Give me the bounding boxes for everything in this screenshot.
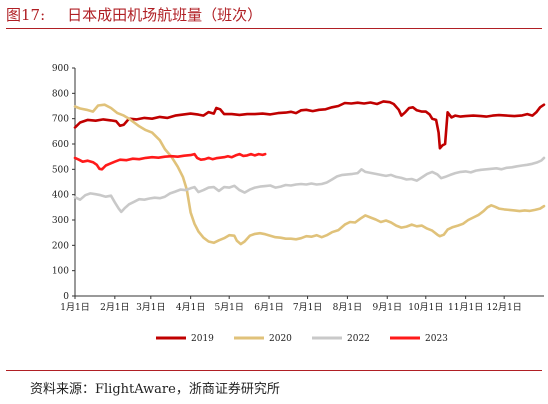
x-tick-label: 8月1日 bbox=[333, 302, 362, 313]
series-layer bbox=[73, 100, 546, 246]
series-line-2019 bbox=[73, 100, 546, 150]
y-tick-label: 100 bbox=[52, 267, 69, 277]
legend-label-2023: 2023 bbox=[425, 334, 448, 344]
series-line-2023 bbox=[73, 152, 267, 171]
x-tick-label: 9月1日 bbox=[373, 302, 402, 313]
x-tick-label: 7月1日 bbox=[293, 302, 322, 313]
series-line-2020 bbox=[73, 103, 546, 246]
legend-label-2020: 2020 bbox=[269, 334, 292, 344]
x-tick-label: 2月1日 bbox=[100, 302, 129, 313]
source-rule bbox=[6, 370, 542, 371]
y-tick-label: 800 bbox=[52, 89, 69, 99]
y-tick-label: 400 bbox=[52, 191, 69, 201]
legend-label-2022: 2022 bbox=[347, 334, 370, 344]
x-tick-label: 6月1日 bbox=[254, 302, 283, 313]
y-tick-label: 300 bbox=[52, 216, 69, 226]
x-tick-label: 3月1日 bbox=[136, 302, 165, 313]
y-tick-label: 900 bbox=[52, 64, 69, 74]
y-tick-label: 700 bbox=[52, 115, 69, 125]
x-tick-label: 12月1日 bbox=[487, 302, 522, 313]
chart-axes: 0 100 200 300 400 500 600 700 800 900 1月1日 2月1日 3月1日… bbox=[52, 64, 544, 313]
x-tick-label: 11月1日 bbox=[448, 302, 483, 313]
figure-number: 图17: bbox=[6, 6, 46, 24]
figure-title-text: 日本成田机场航班量（班次） bbox=[67, 6, 263, 24]
figure-title: 图17: 日本成田机场航班量（班次） bbox=[6, 4, 262, 25]
y-tick-label: 0 bbox=[63, 292, 69, 302]
x-tick-label: 1月1日 bbox=[60, 302, 89, 313]
x-tick-label: 10月1日 bbox=[408, 302, 443, 313]
legend-label-2019: 2019 bbox=[191, 334, 214, 344]
y-tick-label: 500 bbox=[52, 165, 69, 175]
y-tick-label: 600 bbox=[52, 140, 69, 150]
x-tick-label: 5月1日 bbox=[214, 302, 243, 313]
title-rule bbox=[6, 28, 542, 29]
x-tick-label: 4月1日 bbox=[176, 302, 205, 313]
source-note: 资料来源：FlightAware，浙商证券研究所 bbox=[30, 382, 280, 397]
series-line-2022 bbox=[73, 156, 546, 214]
chart-legend: 2019 2020 2022 2023 bbox=[156, 334, 448, 344]
y-tick-label: 200 bbox=[52, 241, 69, 251]
